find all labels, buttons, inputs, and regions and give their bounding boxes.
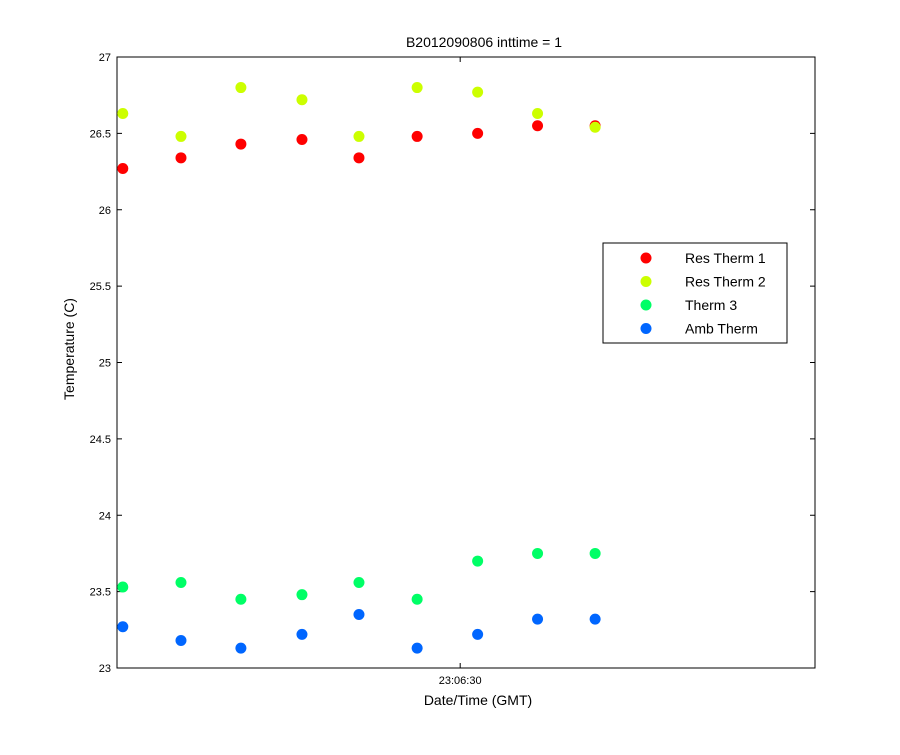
data-point bbox=[472, 127, 484, 139]
data-point bbox=[532, 120, 544, 132]
data-point bbox=[353, 152, 365, 164]
legend-box bbox=[602, 242, 788, 344]
data-point bbox=[589, 613, 601, 625]
legend-marker bbox=[640, 299, 652, 311]
data-point bbox=[175, 130, 187, 142]
y-axis-title: Temperature (C) bbox=[61, 298, 77, 400]
data-point bbox=[532, 108, 544, 120]
legend-label: Therm 3 bbox=[685, 297, 737, 313]
series-therm-3 bbox=[117, 547, 601, 605]
y-tick-label: 27 bbox=[99, 52, 111, 64]
y-tick-label: 26.5 bbox=[90, 128, 111, 140]
data-point bbox=[117, 581, 129, 593]
legend-item[interactable]: Therm 3 bbox=[640, 297, 738, 313]
data-point bbox=[472, 555, 484, 567]
data-point bbox=[117, 621, 129, 633]
data-point bbox=[411, 82, 423, 94]
data-point bbox=[532, 613, 544, 625]
data-point bbox=[175, 635, 187, 647]
y-axis-ticks: 23 23.5 24 24.5 25 25.5 26 26.5 27 bbox=[90, 52, 815, 675]
legend-label: Res Therm 1 bbox=[685, 250, 766, 266]
data-point bbox=[589, 547, 601, 559]
data-point bbox=[411, 593, 423, 605]
data-point bbox=[235, 138, 247, 150]
legend-marker bbox=[640, 252, 652, 264]
data-point bbox=[589, 121, 601, 133]
data-points bbox=[117, 82, 601, 654]
data-point bbox=[472, 86, 484, 98]
y-tick-label: 24.5 bbox=[90, 434, 111, 446]
data-point bbox=[411, 642, 423, 654]
chart-title: B2012090806 inttime = 1 bbox=[406, 34, 562, 50]
y-tick-label: 23.5 bbox=[90, 587, 111, 599]
data-point bbox=[296, 133, 308, 145]
data-point bbox=[532, 547, 544, 559]
data-point bbox=[235, 593, 247, 605]
y-tick-label: 25.5 bbox=[90, 281, 111, 293]
data-point bbox=[296, 94, 308, 106]
legend-label: Amb Therm bbox=[685, 321, 758, 337]
data-point bbox=[117, 108, 129, 120]
series-amb-therm bbox=[117, 609, 601, 654]
data-point bbox=[296, 589, 308, 601]
x-tick-label: 23:06:30 bbox=[439, 675, 482, 687]
data-point bbox=[353, 576, 365, 588]
legend-item[interactable]: Res Therm 1 bbox=[640, 250, 766, 266]
legend-marker bbox=[640, 323, 652, 334]
x-axis-ticks: 23:06:30 bbox=[439, 57, 482, 687]
data-point bbox=[175, 576, 187, 588]
legend-marker bbox=[640, 276, 652, 287]
legend-item[interactable]: Amb Therm bbox=[640, 321, 758, 337]
data-point bbox=[296, 628, 308, 640]
data-point bbox=[235, 82, 247, 94]
legend[interactable]: Res Therm 1 Res Therm 2 Therm 3 Amb Therm bbox=[602, 242, 788, 344]
x-axis-title: Date/Time (GMT) bbox=[424, 692, 532, 708]
data-point bbox=[411, 130, 423, 142]
data-point bbox=[353, 130, 365, 142]
legend-item[interactable]: Res Therm 2 bbox=[640, 274, 766, 290]
y-tick-label: 24 bbox=[99, 510, 111, 522]
data-point bbox=[175, 152, 187, 164]
y-tick-label: 25 bbox=[99, 358, 111, 370]
y-tick-label: 23 bbox=[99, 663, 111, 675]
series-res-therm-2 bbox=[117, 82, 601, 142]
data-point bbox=[353, 609, 365, 621]
legend-label: Res Therm 2 bbox=[685, 274, 766, 290]
data-point bbox=[235, 642, 247, 654]
y-tick-label: 26 bbox=[99, 205, 111, 217]
data-point bbox=[117, 163, 129, 175]
plot-area bbox=[116, 56, 816, 669]
data-point bbox=[472, 628, 484, 640]
